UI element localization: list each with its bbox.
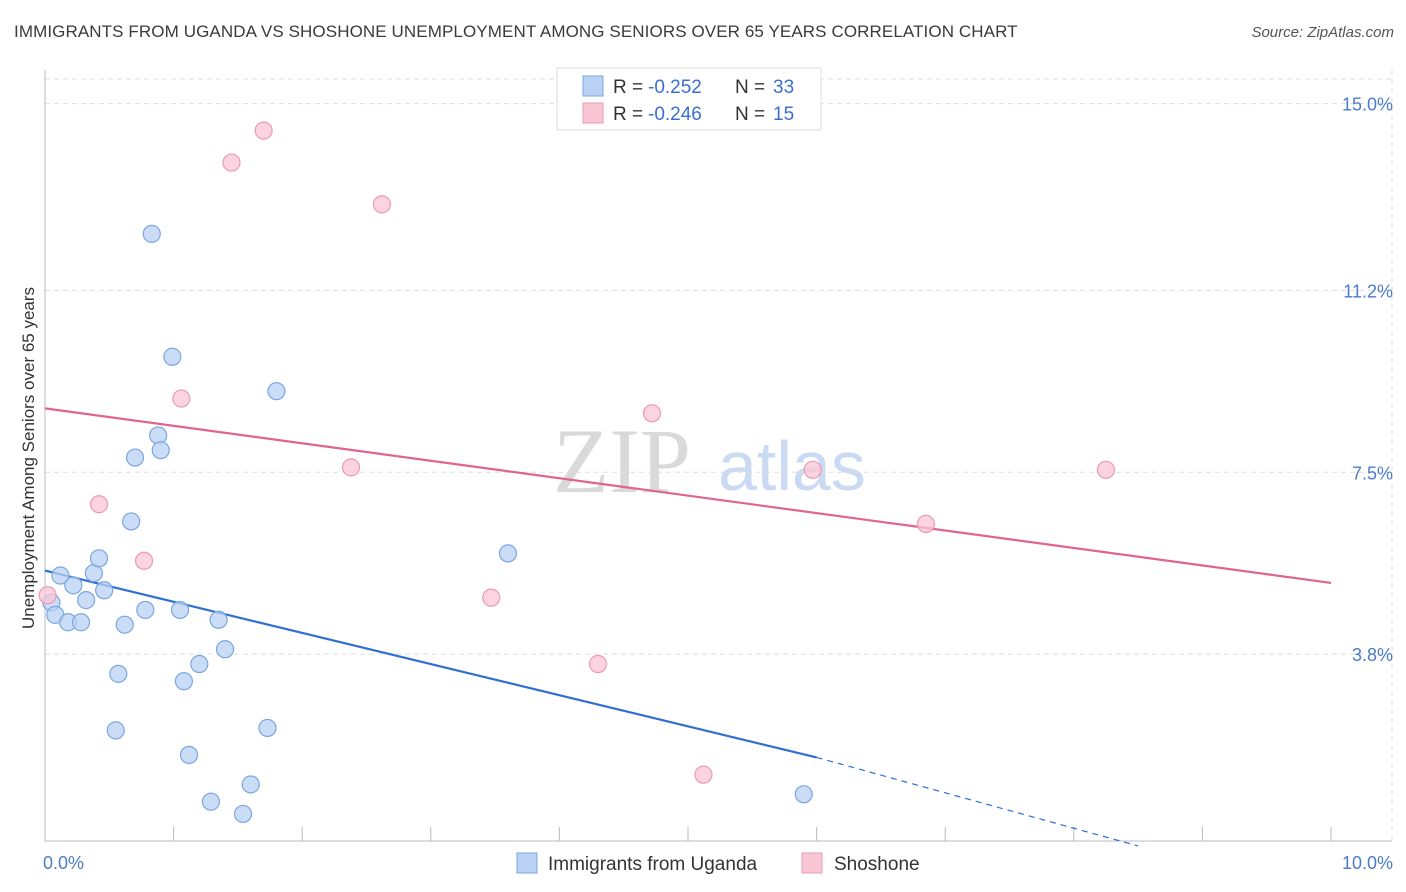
point-uganda-6 xyxy=(77,591,96,610)
point-shoshone-12 xyxy=(803,460,822,479)
y-tick-label-0: 3.8% xyxy=(1352,645,1393,665)
point-uganda-14 xyxy=(125,448,145,467)
legend-n-value-shoshone: 15 xyxy=(773,104,794,125)
point-shoshone-2 xyxy=(134,551,154,570)
point-uganda-19 xyxy=(163,347,182,366)
point-shoshone-11 xyxy=(694,765,713,784)
point-uganda-31 xyxy=(498,544,518,563)
point-uganda-26 xyxy=(215,640,235,659)
trend-line-uganda-extension xyxy=(816,756,1139,847)
y-tick-label-3: 15.0% xyxy=(1342,95,1393,115)
axes xyxy=(44,70,1392,842)
y-tick-label-1: 7.5% xyxy=(1352,463,1393,483)
point-uganda-2 xyxy=(51,566,70,585)
point-shoshone-14 xyxy=(1096,460,1116,479)
point-shoshone-7 xyxy=(372,195,392,214)
series-legend-label-uganda: Immigrants from Uganda xyxy=(548,854,758,875)
point-shoshone-1 xyxy=(89,495,109,514)
tick-labels: 3.8% 7.5% 11.2% 15.0% 0.0% 10.0% xyxy=(43,95,1393,873)
point-uganda-5 xyxy=(71,613,91,632)
point-uganda-24 xyxy=(201,792,220,811)
point-uganda-4 xyxy=(64,576,83,595)
legend-r-value-uganda: -0.252 xyxy=(648,77,702,98)
point-uganda-22 xyxy=(179,745,199,765)
point-uganda-29 xyxy=(258,718,277,738)
point-uganda-28 xyxy=(241,775,260,794)
x-tick-label-0: 0.0% xyxy=(43,853,84,873)
point-uganda-9 xyxy=(95,581,114,600)
point-uganda-21 xyxy=(174,672,193,691)
point-uganda-8 xyxy=(89,549,109,568)
series-legend-swatch-uganda xyxy=(516,852,538,874)
y-tick-label-2: 11.2% xyxy=(1343,281,1393,301)
legend-swatch-uganda xyxy=(582,75,604,97)
point-shoshone-5 xyxy=(254,121,273,140)
trend-line-uganda xyxy=(44,569,817,759)
legend-r-label-uganda: R = xyxy=(613,77,643,98)
legend-n-label-uganda: N = xyxy=(735,77,765,98)
point-uganda-17 xyxy=(149,426,168,445)
series-legend: Immigrants from Uganda Shoshone xyxy=(516,852,920,875)
series-legend-swatch-shoshone xyxy=(801,852,823,874)
point-uganda-18 xyxy=(151,441,170,460)
legend-n-value-uganda: 33 xyxy=(773,77,794,98)
point-uganda-32 xyxy=(794,785,813,804)
point-uganda-23 xyxy=(190,654,209,674)
point-shoshone-9 xyxy=(588,654,608,674)
point-shoshone-4 xyxy=(222,153,241,172)
legend-r-label-shoshone: R = xyxy=(613,104,643,125)
point-shoshone-13 xyxy=(916,514,936,534)
legend-swatch-shoshone xyxy=(582,102,604,124)
legend-n-label-shoshone: N = xyxy=(735,104,765,125)
point-uganda-25 xyxy=(209,610,228,629)
point-uganda-11 xyxy=(109,664,128,683)
point-uganda-27 xyxy=(233,804,253,824)
trend-line-shoshone xyxy=(44,407,1332,584)
legend-r-value-shoshone: -0.246 xyxy=(648,104,702,125)
grid-lines xyxy=(45,70,1393,841)
point-uganda-30 xyxy=(267,382,286,401)
watermark-zip: ZIP xyxy=(553,410,691,512)
point-shoshone-3 xyxy=(172,389,191,408)
point-uganda-13 xyxy=(122,512,141,531)
point-uganda-12 xyxy=(115,615,134,634)
source-credit: Source: ZipAtlas.com xyxy=(1251,24,1394,41)
x-tick-label-1: 10.0% xyxy=(1342,853,1393,873)
chart-title: IMMIGRANTS FROM UGANDA VS SHOSHONE UNEMP… xyxy=(14,22,1018,41)
trend-lines xyxy=(44,407,1332,847)
point-uganda-16 xyxy=(142,224,161,243)
y-axis-title: Unemployment Among Seniors over 65 years xyxy=(19,287,38,629)
stats-legend: R = -0.252 N = 33 R = -0.246 N = 15 xyxy=(556,67,822,131)
point-shoshone-10 xyxy=(642,404,662,423)
series-legend-label-shoshone: Shoshone xyxy=(834,854,920,875)
data-points xyxy=(38,121,1116,824)
point-uganda-10 xyxy=(106,721,125,740)
point-uganda-20 xyxy=(170,600,190,620)
point-shoshone-0 xyxy=(38,586,57,605)
point-shoshone-8 xyxy=(482,588,501,607)
point-uganda-15 xyxy=(136,600,155,620)
watermark-atlas: atlas xyxy=(718,427,866,505)
point-shoshone-6 xyxy=(341,458,361,477)
